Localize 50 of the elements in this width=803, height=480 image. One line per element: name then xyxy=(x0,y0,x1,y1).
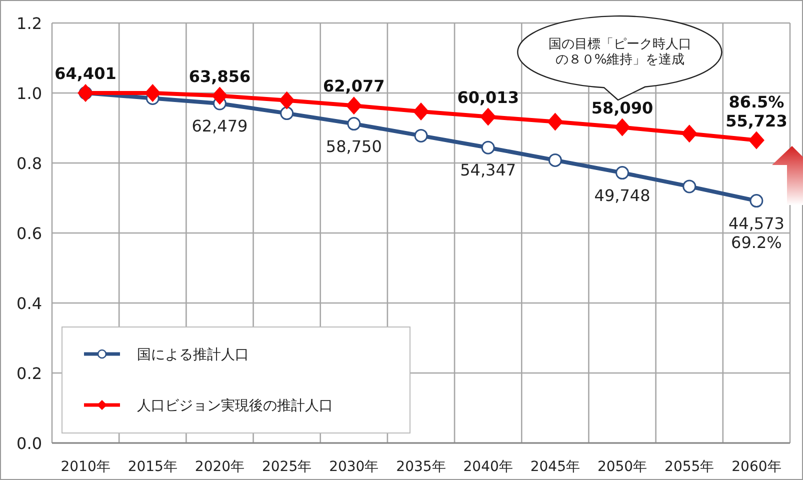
annotation: 62,077 xyxy=(323,76,385,96)
y-tick-label: 1.2 xyxy=(16,14,42,33)
x-tick-label: 2035年 xyxy=(396,459,446,475)
y-tick-label: 0.2 xyxy=(16,364,42,383)
point xyxy=(144,84,161,102)
y-tick-label: 1.0 xyxy=(16,84,42,103)
x-tick-label: 2020年 xyxy=(194,459,245,475)
point xyxy=(347,117,361,131)
x-tick-label: 2050年 xyxy=(597,459,648,475)
x-tick-label: 2045年 xyxy=(530,459,580,475)
annotation: 58,750 xyxy=(326,136,382,156)
legend-label: 人口ビジョン実現後の推計人口 xyxy=(137,398,333,414)
legend-label: 国による推計人口 xyxy=(137,347,249,363)
x-tick-label: 2030年 xyxy=(329,459,379,475)
point xyxy=(212,86,228,105)
x-tick-label: 2060年 xyxy=(732,459,782,475)
point xyxy=(280,106,294,120)
point xyxy=(414,128,428,142)
point xyxy=(346,96,362,115)
x-tick-label: 2025年 xyxy=(262,459,312,475)
x-tick-label: 2055年 xyxy=(664,459,714,475)
point xyxy=(548,153,562,167)
x-tick-label: 2010年 xyxy=(60,459,110,475)
point xyxy=(481,140,495,154)
annotation: 54,347 xyxy=(460,160,516,180)
annotation: 62,479 xyxy=(192,116,248,136)
point xyxy=(480,108,496,126)
annotation: 64,401 xyxy=(54,64,116,83)
x-tick-label: 2015年 xyxy=(128,459,178,475)
point xyxy=(748,131,764,150)
annotation: 86.5% 55,723 xyxy=(726,92,788,130)
annotation: 60,013 xyxy=(457,88,519,107)
point xyxy=(682,180,696,194)
y-tick-label: 0.8 xyxy=(16,154,42,173)
point xyxy=(681,124,698,143)
annotation: 44,573 69.2% xyxy=(728,214,784,252)
point xyxy=(547,112,564,131)
annotation: 58,090 xyxy=(591,98,654,118)
x-tick-label: 2040年 xyxy=(463,459,513,475)
annotation: 63,856 xyxy=(188,66,251,86)
annotation: 国の目標「ピーク時人口の８０%維持」を達成 xyxy=(548,37,692,68)
annotation: 49,748 xyxy=(594,186,650,205)
point xyxy=(616,166,630,180)
y-tick-label: 0.6 xyxy=(16,224,42,243)
y-tick-label: 0.0 xyxy=(16,434,42,453)
y-tick-label: 0.4 xyxy=(16,294,42,313)
point xyxy=(614,118,630,136)
point xyxy=(750,194,764,208)
point xyxy=(278,91,295,110)
point xyxy=(413,102,429,121)
